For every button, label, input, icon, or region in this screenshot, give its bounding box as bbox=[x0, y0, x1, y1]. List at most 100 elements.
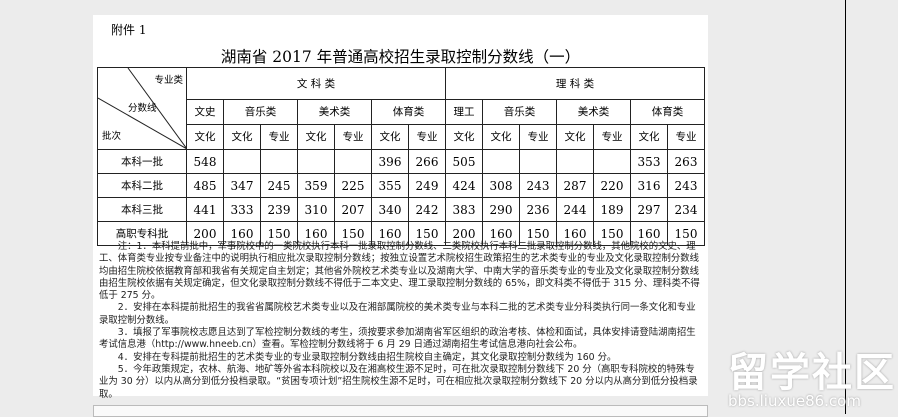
corner-bottom: 批次 bbox=[102, 131, 122, 142]
note-item: 3．填报了军事院校志愿且达到了军检控制分数线的考生，须按要求参加湖南省军区组织的… bbox=[99, 327, 696, 351]
sub-header: 文化 bbox=[445, 123, 483, 151]
arts-group-header: 美术类 bbox=[297, 98, 372, 125]
score-cell: 383 bbox=[445, 197, 483, 222]
sub-header: 专业 bbox=[667, 123, 705, 151]
arts-group-header: 音乐类 bbox=[223, 98, 298, 125]
score-cell: 200 bbox=[186, 221, 224, 246]
score-cell: 245 bbox=[260, 173, 298, 198]
sub-header: 文化 bbox=[186, 123, 224, 151]
score-cell: 287 bbox=[556, 173, 594, 198]
score-cell: 160 bbox=[297, 221, 335, 246]
science-group-header: 美术类 bbox=[556, 98, 631, 125]
score-cell: 308 bbox=[482, 173, 520, 198]
note-item: 注：1．本科提前批中，军事院校中的一类院校执行本科一批录取控制分数线、二类院校执… bbox=[99, 241, 700, 302]
score-cell bbox=[260, 149, 298, 174]
score-cell bbox=[334, 149, 372, 174]
score-cell: 236 bbox=[519, 197, 557, 222]
score-cell bbox=[556, 149, 594, 174]
note-item: 5．今年政策规定，农林、航海、地矿等外省本科院校以及在湘高校生源不足时，可在批次… bbox=[99, 363, 698, 400]
score-cell: 353 bbox=[630, 149, 668, 174]
score-cell: 189 bbox=[593, 197, 631, 222]
document-title: 湖南省 2017 年普通高校招生录取控制分数线（一） bbox=[220, 48, 581, 66]
score-cell: 355 bbox=[371, 173, 409, 198]
score-cell: 220 bbox=[593, 173, 631, 198]
sub-header: 专业 bbox=[593, 123, 631, 151]
notes: 注：1．本科提前批中，军事院校中的一类院校执行本科一批录取控制分数线、二类院校执… bbox=[99, 241, 703, 401]
table-row: 本科二批 485 347 245 359 225 355 249 424 308 243 287 220… bbox=[97, 173, 705, 198]
score-cell: 263 bbox=[667, 149, 705, 174]
score-cell: 150 bbox=[260, 221, 298, 246]
score-cell: 548 bbox=[186, 149, 224, 174]
score-cell: 396 bbox=[371, 149, 409, 174]
arts-group-header: 体育类 bbox=[371, 98, 446, 125]
batch-label: 本科一批 bbox=[97, 149, 187, 174]
score-cell: 160 bbox=[223, 221, 261, 246]
sub-header: 专业 bbox=[408, 123, 446, 151]
score-cell: 424 bbox=[445, 173, 483, 198]
score-cell: 297 bbox=[630, 197, 668, 222]
sub-header: 专业 bbox=[334, 123, 372, 151]
score-cell: 150 bbox=[408, 221, 446, 246]
science-header: 理 科 类 bbox=[445, 67, 705, 100]
score-cell bbox=[482, 149, 520, 174]
note-item: 2．安排在本科提前批招生的我省省属院校艺术类专业以及在湘部属院校的美术类专业与本… bbox=[99, 302, 696, 326]
score-cell bbox=[223, 149, 261, 174]
sub-header: 文化 bbox=[556, 123, 594, 151]
score-cell: 160 bbox=[630, 221, 668, 246]
score-cell: 239 bbox=[260, 197, 298, 222]
note-item: 4．安排在专科提前批招生的艺术类专业的专业录取控制分数线由招生院校自主确定，其文… bbox=[117, 351, 617, 363]
score-cell: 150 bbox=[519, 221, 557, 246]
score-cell: 316 bbox=[630, 173, 668, 198]
score-cell: 310 bbox=[297, 197, 335, 222]
score-cell: 207 bbox=[334, 197, 372, 222]
corner-top: 专业类 bbox=[154, 75, 183, 86]
score-cell: 485 bbox=[186, 173, 224, 198]
score-cell bbox=[593, 149, 631, 174]
score-cell: 441 bbox=[186, 197, 224, 222]
table-row: 本科一批 548 396 266 505 353 263 bbox=[97, 149, 705, 174]
score-cell: 243 bbox=[667, 173, 705, 198]
sub-header: 文化 bbox=[630, 123, 668, 151]
science-group-header: 音乐类 bbox=[482, 98, 557, 125]
score-cell: 160 bbox=[556, 221, 594, 246]
score-cell: 225 bbox=[334, 173, 372, 198]
score-cell: 242 bbox=[408, 197, 446, 222]
divider bbox=[845, 0, 846, 414]
table-row: 高职专科批 200 160 150 160 150 160 150 200 160 150 160 15… bbox=[97, 221, 705, 246]
arts-header: 文 科 类 bbox=[186, 67, 446, 100]
score-cell: 359 bbox=[297, 173, 335, 198]
next-page-edge bbox=[93, 405, 708, 417]
attachment-label: 附件 1 bbox=[111, 23, 147, 37]
score-cell: 505 bbox=[445, 149, 483, 174]
sub-header: 文化 bbox=[371, 123, 409, 151]
score-cell: 333 bbox=[223, 197, 261, 222]
score-table: 专业类 分数线 批次 文 科 类 理 科 类 文史 音乐类 美术类 体育类 理工 音乐类美… bbox=[97, 67, 705, 246]
sub-header: 专业 bbox=[260, 123, 298, 151]
score-cell: 266 bbox=[408, 149, 446, 174]
score-cell: 290 bbox=[482, 197, 520, 222]
score-cell: 347 bbox=[223, 173, 261, 198]
score-cell: 234 bbox=[667, 197, 705, 222]
batch-label: 本科三批 bbox=[97, 197, 187, 222]
batch-label: 高职专科批 bbox=[97, 221, 187, 246]
watermark-logo: 留学社区 bbs.liuxue86.com bbox=[728, 350, 896, 410]
score-cell: 150 bbox=[667, 221, 705, 246]
score-cell bbox=[297, 149, 335, 174]
document-page: 附件 1 湖南省 2017 年普通高校招生录取控制分数线（一） 专业类 分数线 … bbox=[93, 15, 708, 400]
score-cell: 244 bbox=[556, 197, 594, 222]
table-row: 本科三批 441 333 239 310 207 340 242 383 290 236 244 189… bbox=[97, 197, 705, 222]
corner-mid: 分数线 bbox=[128, 103, 157, 114]
score-cell: 160 bbox=[482, 221, 520, 246]
sub-header: 文化 bbox=[297, 123, 335, 151]
score-cell: 160 bbox=[371, 221, 409, 246]
sub-header: 文化 bbox=[223, 123, 261, 151]
corner-header: 专业类 分数线 批次 bbox=[97, 67, 187, 150]
score-cell bbox=[519, 149, 557, 174]
score-cell: 150 bbox=[334, 221, 372, 246]
score-cell: 340 bbox=[371, 197, 409, 222]
score-cell: 243 bbox=[519, 173, 557, 198]
sub-header: 专业 bbox=[519, 123, 557, 151]
science-group-header: 理工 bbox=[445, 98, 483, 125]
score-cell: 249 bbox=[408, 173, 446, 198]
arts-group-header: 文史 bbox=[186, 98, 224, 125]
